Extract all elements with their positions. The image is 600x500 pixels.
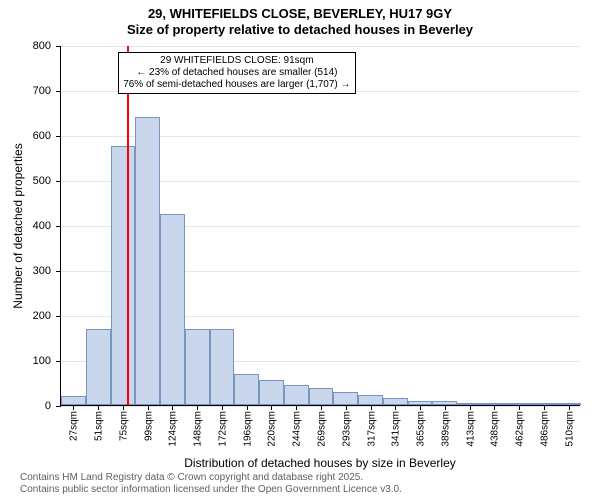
xtick-label: 172sqm <box>215 411 228 447</box>
xtick-label: 51sqm <box>92 411 105 441</box>
xtick-mark <box>420 405 421 410</box>
histogram-bar <box>160 214 185 405</box>
x-axis-label: Distribution of detached houses by size … <box>184 456 455 470</box>
xtick-mark <box>271 405 272 410</box>
histogram-bar <box>309 388 334 405</box>
xtick-label: 124sqm <box>166 411 179 447</box>
histogram-bar <box>383 398 408 405</box>
xtick-label: 269sqm <box>315 411 328 447</box>
title-line-1: 29, WHITEFIELDS CLOSE, BEVERLEY, HU17 9G… <box>0 6 600 22</box>
ytick-label: 0 <box>45 400 61 412</box>
xtick-label: 365sqm <box>414 411 427 447</box>
histogram-bar <box>259 380 284 405</box>
xtick-label: 510sqm <box>562 411 575 447</box>
annotation-box: 29 WHITEFIELDS CLOSE: 91sqm← 23% of deta… <box>118 52 355 94</box>
xtick-mark <box>296 405 297 410</box>
xtick-mark <box>445 405 446 410</box>
xtick-label: 293sqm <box>339 411 352 447</box>
title-block: 29, WHITEFIELDS CLOSE, BEVERLEY, HU17 9G… <box>0 0 600 39</box>
xtick-label: 244sqm <box>290 411 303 447</box>
xtick-label: 486sqm <box>537 411 550 447</box>
xtick-label: 341sqm <box>389 411 402 447</box>
xtick-mark <box>494 405 495 410</box>
xtick-mark <box>148 405 149 410</box>
annotation-line: 76% of semi-detached houses are larger (… <box>123 79 350 91</box>
xtick-mark <box>197 405 198 410</box>
histogram-bar <box>135 117 160 405</box>
ytick-label: 100 <box>33 355 61 367</box>
xtick-mark <box>371 405 372 410</box>
xtick-label: 438sqm <box>488 411 501 447</box>
xtick-label: 27sqm <box>67 411 80 441</box>
xtick-mark <box>470 405 471 410</box>
ytick-label: 800 <box>33 40 61 52</box>
xtick-mark <box>519 405 520 410</box>
xtick-mark <box>569 405 570 410</box>
histogram-bar <box>284 385 309 405</box>
xtick-label: 462sqm <box>513 411 526 447</box>
histogram-bar <box>210 329 235 406</box>
property-marker-line <box>127 46 129 405</box>
histogram-bar <box>61 396 86 405</box>
xtick-label: 196sqm <box>240 411 253 447</box>
ytick-label: 600 <box>33 130 61 142</box>
footer-line-1: Contains HM Land Registry data © Crown c… <box>20 472 402 484</box>
xtick-mark <box>346 405 347 410</box>
chart-container: 29, WHITEFIELDS CLOSE, BEVERLEY, HU17 9G… <box>0 0 600 500</box>
y-axis-label: Number of detached properties <box>11 143 25 308</box>
xtick-mark <box>544 405 545 410</box>
gridline <box>61 46 580 47</box>
xtick-label: 220sqm <box>265 411 278 447</box>
xtick-label: 75sqm <box>116 411 129 441</box>
xtick-label: 148sqm <box>191 411 204 447</box>
histogram-bar <box>333 392 358 406</box>
footer-line-2: Contains public sector information licen… <box>20 484 402 496</box>
title-line-2: Size of property relative to detached ho… <box>0 22 600 38</box>
histogram-bar <box>185 329 210 406</box>
footer: Contains HM Land Registry data © Crown c… <box>20 472 402 496</box>
ytick-label: 300 <box>33 265 61 277</box>
histogram-bar <box>358 395 383 405</box>
xtick-mark <box>247 405 248 410</box>
xtick-label: 317sqm <box>364 411 377 447</box>
xtick-label: 413sqm <box>463 411 476 447</box>
xtick-label: 389sqm <box>438 411 451 447</box>
ytick-label: 500 <box>33 175 61 187</box>
ytick-label: 200 <box>33 310 61 322</box>
histogram-bar <box>86 329 111 406</box>
xtick-mark <box>123 405 124 410</box>
xtick-mark <box>222 405 223 410</box>
annotation-line: ← 23% of detached houses are smaller (51… <box>123 67 350 79</box>
xtick-mark <box>73 405 74 410</box>
ytick-label: 700 <box>33 85 61 97</box>
annotation-line: 29 WHITEFIELDS CLOSE: 91sqm <box>123 55 350 67</box>
xtick-mark <box>321 405 322 410</box>
ytick-label: 400 <box>33 220 61 232</box>
xtick-mark <box>172 405 173 410</box>
histogram-bar <box>234 374 259 406</box>
xtick-mark <box>395 405 396 410</box>
histogram-bar <box>111 146 136 405</box>
plot-area: 010020030040050060070080027sqm51sqm75sqm… <box>60 46 580 406</box>
xtick-mark <box>98 405 99 410</box>
xtick-label: 99sqm <box>141 411 154 441</box>
